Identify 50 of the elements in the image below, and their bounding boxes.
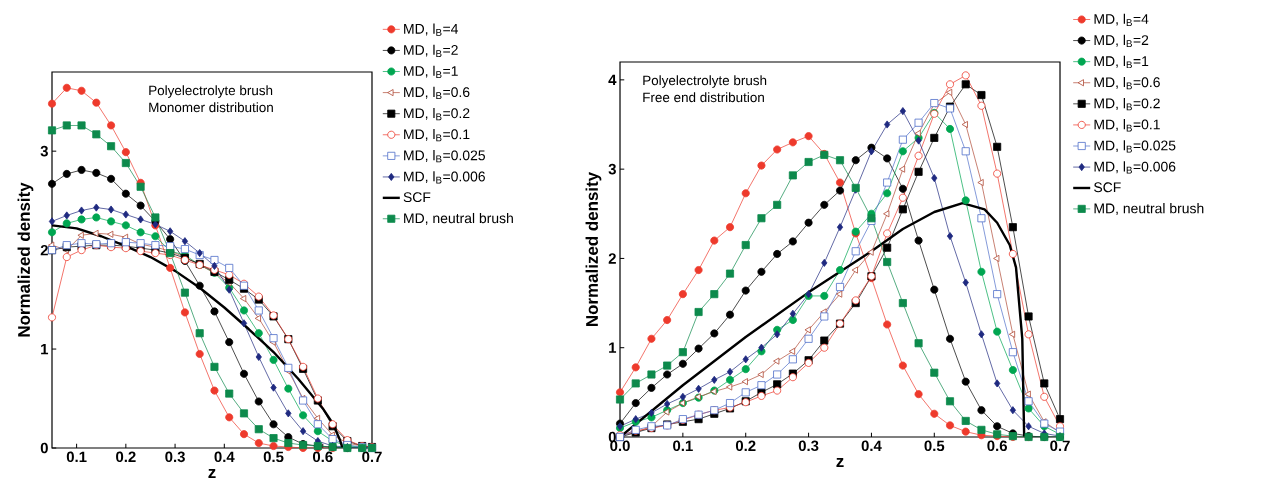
x-tick-label: 0.2 <box>116 451 136 463</box>
x-axis-title: z <box>208 468 216 478</box>
legend-label: MD, l$_{B}$=0.6 <box>404 86 470 100</box>
y-tick-label: 1 <box>609 342 617 353</box>
x-tick-label: 0.6 <box>987 440 1007 452</box>
y-axis-title: Normalized density <box>17 182 34 337</box>
y-tick-label: 2 <box>608 253 616 264</box>
x-tick-label: 0.5 <box>263 451 284 463</box>
x-tick-label: 0.3 <box>798 440 819 452</box>
legend-label: MD, l$_{B}$=1 <box>1094 55 1149 69</box>
legend-label: MD, l$_{B}$=2 <box>404 44 458 57</box>
legend-label: MD, l$_{B}$=0.025 <box>404 150 485 163</box>
y-tick-label: 2 <box>40 244 48 256</box>
x-tick-label: 0.7 <box>1050 440 1070 452</box>
x-tick-label: 0.1 <box>66 451 87 463</box>
legend-label: MD, l$_{B}$=0.1 <box>404 128 470 142</box>
x-tick-label: 0.5 <box>924 440 945 452</box>
legend-label: MD, neutral brush <box>1094 203 1204 215</box>
legend-label: MD, l$_{B}$=4 <box>1094 13 1149 26</box>
y-tick-label: 3 <box>608 163 616 175</box>
x-tick-label: 0.2 <box>735 440 756 452</box>
y-tick-label: 1 <box>41 343 49 355</box>
legend-label: MD, neutral brush <box>404 212 513 225</box>
legend-label: MD, l$_{B}$=0.6 <box>1094 76 1160 90</box>
legend-label: MD, l$_{B}$=0.1 <box>1094 119 1160 132</box>
x-tick-label: 0.6 <box>312 451 333 463</box>
y-axis-title: Normalized density <box>585 171 602 326</box>
x-tick-label: 0.3 <box>165 451 185 463</box>
legend-label: SCF <box>1094 182 1121 193</box>
legend-label: MD, l$_{B}$=1 <box>404 65 458 78</box>
x-tick-label: 0.4 <box>214 451 235 463</box>
x-tick-label: 0.1 <box>673 440 693 452</box>
y-tick-label: 0 <box>40 442 48 454</box>
x-tick-label: 0.7 <box>362 451 382 463</box>
x-tick-label: 0.4 <box>861 440 882 452</box>
legend-label: MD, l$_{B}$=0.025 <box>1094 140 1176 153</box>
annotation: Free end distribution <box>643 92 764 103</box>
legend-label: MD, l$_{B}$=0.2 <box>404 107 470 121</box>
annotation: Polyelectrolyte brush <box>149 85 273 98</box>
y-tick-label: 4 <box>608 74 617 85</box>
legend-label: MD, l$_{B}$=0.2 <box>1094 98 1160 111</box>
y-tick-label: 3 <box>40 145 48 157</box>
annotation: Monomer distribution <box>149 102 273 113</box>
x-axis-title: z <box>836 457 844 467</box>
legend-label: MD, l$_{B}$=2 <box>1094 34 1149 48</box>
legend-label: MD, l$_{B}$=0.006 <box>404 171 485 184</box>
annotation: Polyelectrolyte brush <box>643 75 767 88</box>
legend-label: MD, l$_{B}$=0.006 <box>1094 161 1176 174</box>
legend-label: SCF <box>403 192 431 203</box>
legend-label: MD, l$_{B}$=4 <box>404 23 459 36</box>
